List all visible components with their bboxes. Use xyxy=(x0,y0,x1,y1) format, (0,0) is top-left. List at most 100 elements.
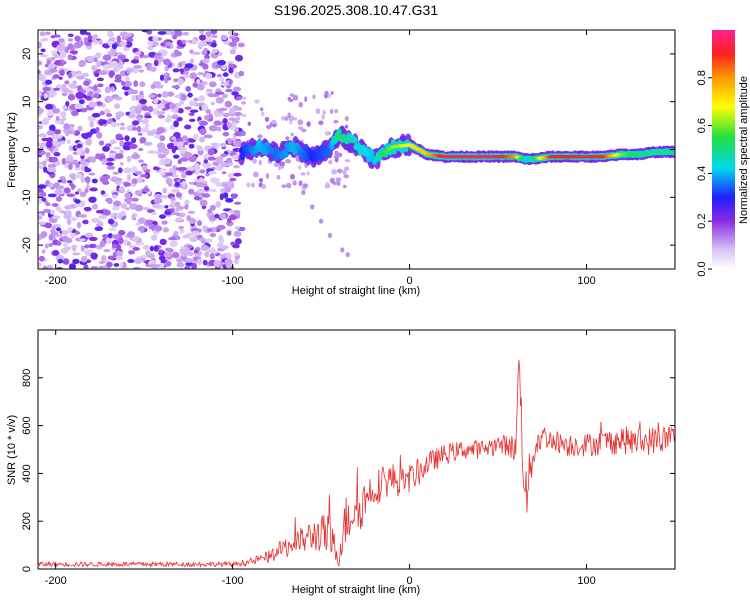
speckle xyxy=(131,235,140,243)
speckle xyxy=(139,81,146,88)
speckle xyxy=(333,155,339,159)
speckle xyxy=(194,195,200,201)
speckle xyxy=(190,263,198,269)
speckle xyxy=(38,133,47,138)
speckle xyxy=(247,121,251,126)
speckle xyxy=(210,30,218,35)
speckle xyxy=(124,192,131,199)
speckle xyxy=(165,177,173,185)
speckle xyxy=(340,247,345,253)
speckle xyxy=(38,161,42,168)
speckle xyxy=(207,156,216,161)
speckle xyxy=(62,105,68,110)
speckle xyxy=(161,220,168,225)
speckle xyxy=(77,125,83,132)
y-tick-label: 400 xyxy=(21,464,33,482)
speckle xyxy=(61,87,70,94)
speckle xyxy=(162,227,170,233)
speckle xyxy=(132,120,140,126)
speckle xyxy=(117,54,126,61)
speckle xyxy=(330,91,334,95)
speckle xyxy=(202,63,209,70)
speckle xyxy=(76,143,83,148)
speckle xyxy=(231,194,238,199)
speckle xyxy=(109,139,117,145)
speckle xyxy=(102,145,110,152)
speckle xyxy=(227,172,234,178)
speckle xyxy=(100,190,106,195)
speckle xyxy=(71,184,77,189)
speckle xyxy=(44,222,53,229)
speckle xyxy=(201,104,209,112)
speckle xyxy=(170,196,176,202)
speckle xyxy=(189,236,198,243)
speckle xyxy=(164,205,169,209)
speckle xyxy=(117,167,123,174)
speckle xyxy=(50,231,59,236)
speckle xyxy=(203,134,213,139)
speckle xyxy=(215,165,224,171)
speckle xyxy=(232,244,240,249)
speckle xyxy=(158,249,164,253)
speckle xyxy=(84,147,90,154)
speckle xyxy=(171,136,177,141)
speckle xyxy=(177,108,184,114)
ridge-core xyxy=(345,138,350,142)
speckle xyxy=(129,111,135,115)
speckle xyxy=(131,95,137,101)
speckle xyxy=(231,154,240,161)
speckle xyxy=(151,129,158,133)
speckle xyxy=(219,161,229,168)
speckle xyxy=(196,145,204,151)
speckle xyxy=(72,159,78,163)
speckle xyxy=(39,192,47,197)
speckle xyxy=(241,113,247,118)
speckle xyxy=(164,65,170,72)
speckle xyxy=(221,171,227,175)
speckle xyxy=(260,111,265,117)
speckle xyxy=(154,84,164,89)
ridge-mid xyxy=(325,149,332,156)
speckle xyxy=(71,51,78,55)
speckle xyxy=(131,214,136,219)
speckle xyxy=(174,51,183,57)
speckle xyxy=(110,86,115,93)
speckle xyxy=(40,48,46,53)
speckle xyxy=(154,193,162,199)
speckle xyxy=(315,108,321,114)
speckle xyxy=(88,196,97,203)
speckle xyxy=(72,258,80,264)
speckle xyxy=(85,96,92,100)
speckle xyxy=(185,170,193,176)
speckle xyxy=(90,266,99,269)
speckle xyxy=(201,193,211,198)
x-tick-label: 0 xyxy=(407,575,413,587)
speckle xyxy=(209,232,217,238)
speckle xyxy=(202,259,208,266)
ridge-mid xyxy=(403,145,409,153)
speckle xyxy=(119,162,124,166)
speckle xyxy=(131,137,137,144)
ridge-mid xyxy=(329,143,335,151)
speckle xyxy=(84,176,91,183)
y-tick-label: 600 xyxy=(21,416,33,434)
speckle xyxy=(159,238,167,246)
speckle xyxy=(38,142,41,147)
speckle xyxy=(45,202,51,207)
speckle xyxy=(79,30,88,35)
speckle xyxy=(53,182,59,189)
speckle xyxy=(126,125,134,132)
speckle xyxy=(79,238,86,242)
speckle xyxy=(174,94,182,99)
speckle xyxy=(220,153,228,158)
speckle xyxy=(171,85,181,89)
speckle xyxy=(54,188,63,196)
speckle xyxy=(105,143,112,148)
snr-series-line xyxy=(38,359,675,568)
speckle xyxy=(301,128,307,133)
speckle xyxy=(56,227,62,232)
speckle xyxy=(53,129,62,135)
speckle xyxy=(106,162,114,166)
speckle xyxy=(47,193,57,198)
speckle xyxy=(196,84,205,91)
